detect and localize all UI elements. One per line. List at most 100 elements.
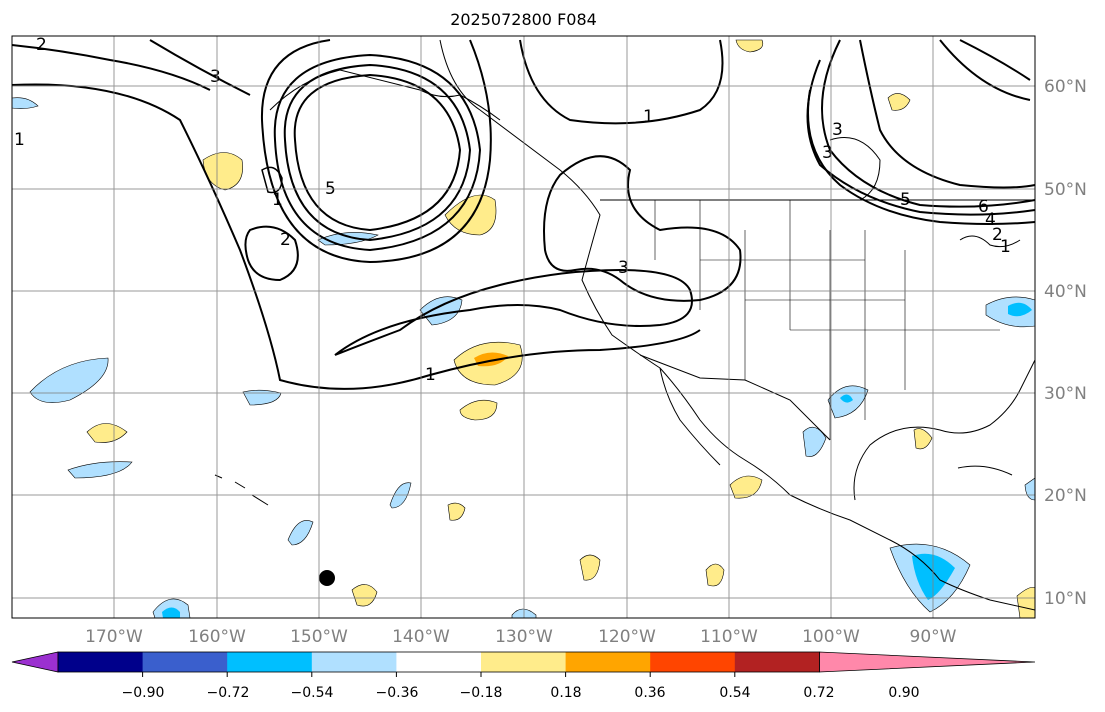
anomaly-patches	[11, 39, 1036, 619]
colorbar-segment	[227, 652, 313, 672]
north-america-coast	[439, 39, 1036, 611]
lon-label: 140°W	[392, 627, 450, 647]
lon-label: 90°W	[910, 627, 957, 647]
contour-lines	[11, 39, 1036, 390]
gulf-coast	[853, 359, 1036, 501]
lat-label: 50°N	[1044, 180, 1087, 200]
negative-patch	[287, 520, 314, 546]
contour-label: 3	[822, 143, 833, 163]
colorbar-segment	[396, 652, 482, 672]
colorbar-tick-label: 0.18	[550, 685, 581, 701]
colorbar-segment	[734, 652, 820, 672]
colorbar-tick-label: −0.36	[376, 685, 419, 701]
map-frame	[11, 35, 1036, 619]
hawaii	[214, 474, 269, 506]
contour-label: 6	[978, 197, 989, 217]
contour-1	[11, 83, 701, 390]
latitude-labels: 60°N 50°N 40°N 30°N 20°N 10°N	[1044, 77, 1087, 609]
negative-patch	[11, 97, 39, 109]
contour-west-2	[11, 44, 211, 91]
contour-west-3	[149, 39, 251, 96]
colorbar-segment	[481, 652, 567, 672]
lon-label: 130°W	[495, 627, 553, 647]
colorbar-tick-labels: −0.90 −0.72 −0.54 −0.36 −0.18 0.18 0.36 …	[122, 685, 920, 701]
contour-label: 1	[272, 190, 283, 210]
contour-label: 1	[643, 107, 654, 127]
contour-3	[543, 155, 742, 302]
negative-core	[162, 607, 180, 618]
positive-patch	[887, 93, 911, 111]
coastlines	[214, 39, 1036, 611]
contour-label: 1	[14, 130, 25, 150]
colorbar-tick-label: −0.72	[207, 685, 250, 701]
contour-label: 2	[36, 35, 47, 55]
colorbar-tick-label: −0.18	[460, 685, 503, 701]
positive-patch	[86, 423, 128, 443]
positive-patch	[444, 194, 497, 236]
contour-low-ring-4	[260, 39, 492, 264]
colorbar-tick-label: −0.90	[122, 685, 165, 701]
colorbar-frame	[57, 651, 820, 673]
colorbar-tick-label: −0.54	[291, 685, 334, 701]
contour-label: 2	[280, 230, 291, 250]
contour-low-ring-3	[273, 53, 482, 252]
colorbar-segment	[142, 652, 228, 672]
longitude-labels: 170°W 160°W 150°W 140°W 130°W 120°W 110°…	[85, 627, 957, 647]
positive-patch	[579, 554, 601, 581]
state-lines	[654, 200, 1000, 440]
colorbar-segment	[311, 652, 397, 672]
negative-core	[1008, 302, 1032, 317]
marker-dot	[319, 570, 335, 586]
positive-patch	[705, 563, 725, 587]
contour-east-4	[807, 89, 1036, 225]
lat-label: 60°N	[1044, 77, 1087, 97]
colorbar-tick-label: 0.90	[888, 685, 919, 701]
negative-patch	[802, 426, 827, 457]
colorbar-tick-label: 0.72	[803, 685, 834, 701]
positive-patch	[913, 428, 933, 450]
colorbar-tick-label: 0.54	[719, 685, 750, 701]
negative-patch	[419, 296, 463, 326]
lat-label: 30°N	[1044, 384, 1087, 404]
contour-label: 2	[992, 225, 1003, 245]
contour-label: 3	[618, 258, 629, 278]
contour-closed-2	[244, 225, 299, 282]
lon-label: 150°W	[290, 627, 348, 647]
contour-label: 3	[832, 120, 843, 140]
baja-peninsula	[659, 367, 721, 466]
contour-label: 5	[900, 190, 911, 210]
positive-patch	[459, 399, 498, 421]
contour-low-ring-1	[293, 73, 462, 232]
hudson-bay	[829, 137, 881, 201]
contour-label: 4	[985, 210, 996, 230]
positive-patch	[447, 502, 466, 521]
contour-small	[261, 166, 283, 194]
contour-east-1	[859, 39, 1036, 189]
great-lakes	[959, 235, 1021, 248]
colorbar-extend-high	[819, 651, 1036, 673]
colorbar-tick-label: 0.36	[634, 685, 665, 701]
negative-core	[840, 394, 853, 403]
lat-label: 40°N	[1044, 282, 1087, 302]
contour-east-6	[939, 39, 1031, 101]
lon-label: 110°W	[700, 627, 758, 647]
contour-east-5	[959, 39, 1031, 81]
colorbar-extend-low	[11, 651, 59, 673]
contour-low-ring-2	[283, 63, 472, 242]
colorbar-segment	[650, 652, 736, 672]
positive-patch	[735, 39, 764, 53]
lon-label: 120°W	[598, 627, 656, 647]
lon-label: 170°W	[85, 627, 143, 647]
contour-1b	[334, 268, 693, 356]
lat-label: 10°N	[1044, 589, 1087, 609]
negative-patch	[67, 461, 133, 479]
lon-label: 160°W	[188, 627, 246, 647]
colorbar	[11, 651, 1036, 677]
gridlines	[12, 36, 1035, 618]
negative-patch	[29, 357, 109, 403]
contour-east-2	[821, 39, 1036, 208]
contour-label: 1	[425, 365, 436, 385]
contour-label: 1	[1000, 237, 1011, 257]
colorbar-segment	[58, 652, 144, 672]
